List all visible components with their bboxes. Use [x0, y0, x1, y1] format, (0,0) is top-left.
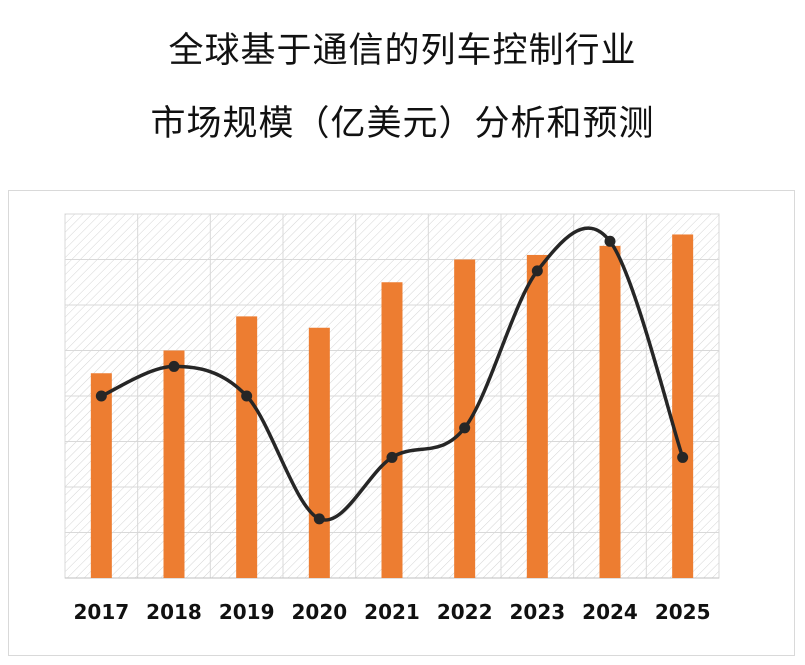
bar-2021	[381, 282, 403, 578]
bar-2019	[236, 316, 258, 578]
x-tick-label: 2025	[655, 600, 711, 624]
x-tick-label: 2020	[291, 600, 347, 624]
bar-2018	[163, 350, 185, 578]
line-point-2025	[677, 451, 689, 463]
line-points	[95, 235, 689, 525]
bar-2022	[454, 259, 476, 578]
line-point-2021	[386, 451, 398, 463]
chart-title-line-1: 全球基于通信的列车控制行业	[168, 31, 637, 71]
x-tick-label: 2024	[582, 600, 638, 624]
chart-title-line-2: 市场规模（亿美元）分析和预测	[150, 104, 655, 144]
line-point-2022	[459, 422, 471, 434]
bar-series	[90, 234, 694, 578]
line-point-2023	[531, 265, 543, 277]
bar-2024	[599, 245, 621, 578]
line-point-2017	[95, 390, 107, 402]
line-point-2019	[241, 390, 253, 402]
line-point-2020	[313, 513, 325, 525]
x-tick-label: 2022	[437, 600, 493, 624]
x-tick-label: 2018	[146, 600, 202, 624]
bar-2025	[672, 234, 694, 578]
x-tick-label: 2021	[364, 600, 420, 624]
line-point-2024	[604, 235, 616, 247]
bar-2023	[526, 254, 548, 578]
x-axis-labels: 2017 2018 2019 2020 2021 2022 2023 2024 2025	[73, 600, 710, 624]
x-tick-label: 2023	[509, 600, 565, 624]
x-tick-label: 2019	[219, 600, 275, 624]
line-point-2018	[168, 360, 180, 372]
bar-2020	[308, 327, 330, 578]
bar-2017	[90, 373, 112, 578]
x-tick-label: 2017	[73, 600, 129, 624]
